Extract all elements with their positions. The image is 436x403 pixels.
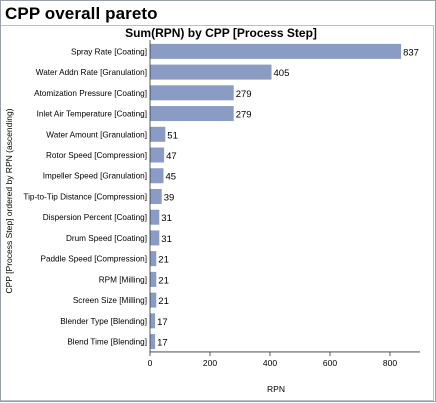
x-tick-label: 200: [203, 358, 217, 368]
x-axis-title: RPN: [267, 384, 285, 394]
data-label: 279: [236, 89, 252, 100]
category-label: Inlet Air Temperature [Coating]: [37, 110, 147, 119]
data-label: 279: [236, 110, 252, 121]
category-label: Dispersion Percent [Coating]: [43, 213, 147, 222]
bar: [150, 85, 234, 101]
x-tick-label: 800: [383, 358, 397, 368]
category-label: Rotor Speed [Compression]: [46, 151, 147, 160]
category-label: Screen Size [Milling]: [73, 296, 147, 305]
bar: [150, 313, 156, 329]
data-label: 17: [157, 338, 168, 349]
y-axis-title: CPP [Process Step] ordered by RPN (ascen…: [4, 108, 14, 293]
category-label: Impeller Speed [Granulation]: [43, 172, 147, 181]
bar: [150, 209, 160, 225]
chart-frame: [1, 25, 434, 401]
data-label: 39: [164, 192, 175, 203]
bar: [150, 147, 165, 163]
chart-title: Sum(RPN) by CPP [Process Step]: [125, 26, 317, 40]
report-title: CPP overall pareto: [5, 4, 158, 23]
bar: [150, 271, 157, 287]
data-label: 51: [167, 130, 178, 141]
bar: [150, 251, 157, 267]
data-label: 21: [158, 296, 169, 307]
plot-area: Spray Rate [Coating] 837 Water Addn Rate […: [23, 40, 420, 368]
category-label: RPM [Milling]: [99, 275, 147, 284]
x-tick-label: 400: [263, 358, 277, 368]
bar: [150, 168, 164, 184]
category-label: Drum Speed [Coating]: [66, 234, 147, 243]
category-label: Paddle Speed [Compression]: [40, 255, 147, 264]
data-label: 45: [166, 172, 177, 183]
data-label: 405: [274, 68, 290, 79]
bar: [150, 43, 402, 59]
category-label: Atomization Pressure [Coating]: [34, 89, 147, 98]
bar: [150, 292, 157, 308]
data-label: 31: [161, 234, 172, 245]
category-label: Blend Time [Blending]: [67, 338, 147, 347]
category-label: Water Addn Rate [Granulation]: [36, 68, 147, 77]
x-tick-label: 0: [148, 358, 153, 368]
category-label: Blender Type [Blending]: [60, 317, 147, 326]
data-label: 47: [166, 151, 177, 162]
data-label: 837: [403, 47, 419, 58]
bar: [150, 230, 160, 246]
x-tick-label: 600: [323, 358, 337, 368]
bar: [150, 188, 162, 204]
data-label: 21: [158, 255, 169, 266]
bar: [150, 106, 234, 122]
bar: [150, 334, 156, 350]
data-label: 31: [161, 213, 172, 224]
bar: [150, 126, 166, 142]
data-label: 17: [157, 317, 168, 328]
category-label: Spray Rate [Coating]: [71, 47, 147, 56]
bar: [150, 64, 272, 80]
category-label: Tip-to-Tip Distance [Compression]: [23, 192, 147, 201]
data-label: 21: [158, 275, 169, 286]
category-label: Water Amount [Granulation]: [46, 130, 147, 139]
